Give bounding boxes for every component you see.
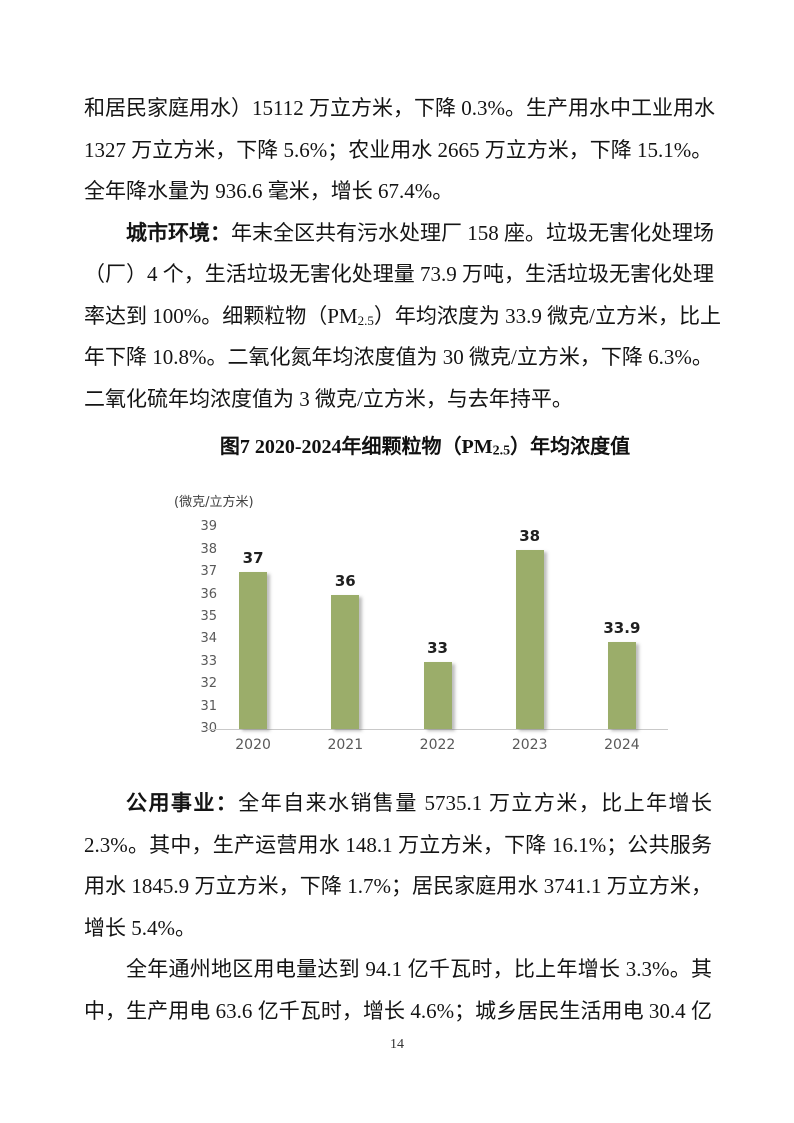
text-run: 2.5 (492, 443, 511, 459)
urban-environment-line-3: 率达到 100%。细颗粒物（PM2.5）年均浓度为 33.9 微克/立方米，比上 (84, 296, 721, 338)
bar-value-label-2023: 38 (519, 526, 541, 545)
text-run: 2.3%。其中，生产运营用水 148.1 万立方米，下降 16.1%；公共服务 (84, 832, 712, 857)
y-axis-tick-label-37: 37 (200, 564, 217, 580)
y-axis-tick-label-34: 34 (200, 631, 217, 647)
text-run: 城市环境： (126, 220, 231, 245)
text-run: 年下降 10.8%。二氧化氮年均浓度值为 30 微克/立方米，下降 6.3%。 (84, 345, 713, 369)
figure-title: 图7 2020-2024年细颗粒物（PM2.5）年均浓度值 (115, 430, 735, 460)
bar-value-label-2024: 33.9 (603, 618, 641, 637)
bar-2022 (423, 661, 452, 729)
x-axis-label-2022: 2022 (419, 737, 456, 753)
text-run: 用水 1845.9 万立方米，下降 1.7%；居民家庭用水 3741.1 万立方… (84, 874, 712, 898)
public-utilities-line-3: 用水 1845.9 万立方米，下降 1.7%；居民家庭用水 3741.1 万立方… (84, 866, 712, 908)
text-run: 1327 万立方米，下降 5.6%；农业用水 2665 万立方米，下降 15.1… (84, 137, 713, 162)
text-run: 全年自来水销售量 5735.1 万立方米，比上年增长 (238, 791, 713, 815)
text-run: 和居民家庭用水）15112 万立方米，下降 0.3%。生产用水中工业用水 (84, 96, 715, 120)
text-run: 二氧化硫年均浓度值为 3 微克/立方米，与去年持平。 (84, 386, 573, 411)
public-utilities-line-4: 增长 5.4%。 (84, 908, 712, 950)
x-axis-label-2020: 2020 (235, 737, 271, 753)
bar-2023 (515, 549, 544, 729)
page-number: 14 (390, 1037, 404, 1052)
text-run: 公用事业： (126, 791, 239, 815)
water-usage-line-3: 全年降水量为 936.6 毫米，增长 67.4%。 (84, 171, 712, 213)
chart-unit-label: (微克/立方米) (174, 495, 254, 510)
water-usage-line-1: 和居民家庭用水）15112 万立方米，下降 0.3%。生产用水中工业用水 (84, 88, 715, 130)
text-run: 年末全区共有污水处理厂 158 座。垃圾无害化处理场 (231, 220, 714, 245)
text-run: ）年均浓度为 33.9 微克/立方米，比上 (373, 303, 721, 328)
bar-2020 (239, 572, 268, 729)
text-run: （厂）4 个，生活垃圾无害化处理量 73.9 万吨，生活垃圾无害化处理 (84, 262, 714, 286)
x-axis-baseline (206, 729, 668, 730)
text-run: 图7 2020-2024年细颗粒物（PM (219, 436, 493, 458)
y-axis-tick-label-36: 36 (200, 586, 217, 602)
bar-2021 (331, 594, 360, 729)
x-axis-label-2024: 2024 (604, 737, 640, 753)
text-run: 全年降水量为 936.6 毫米，增长 67.4%。 (84, 179, 454, 203)
pm25-bar-chart: (微克/立方米) 30 31 32 33 34 35 36 37 38 39 37 2020 36 202… (160, 485, 720, 780)
y-axis-tick-label-38: 38 (200, 541, 217, 557)
public-utilities-line-2: 2.3%。其中，生产运营用水 148.1 万立方米，下降 16.1%；公共服务 (84, 825, 712, 867)
x-axis-label-2021: 2021 (327, 737, 364, 753)
electricity-line-1: 全年通州地区用电量达到 94.1 亿千瓦时，比上年增长 3.3%。其 (84, 949, 712, 991)
x-axis-label-2023: 2023 (511, 737, 548, 753)
bar-2024 (607, 641, 636, 729)
bar-value-label-2020: 37 (242, 549, 264, 568)
bar-value-label-2021: 36 (334, 571, 356, 590)
y-axis-tick-label-33: 33 (200, 653, 217, 669)
text-run: ）年均浓度值 (510, 436, 631, 458)
y-axis-tick-label-32: 32 (200, 676, 217, 692)
water-usage-line-2: 1327 万立方米，下降 5.6%；农业用水 2665 万立方米，下降 15.1… (84, 130, 712, 172)
y-axis-tick-label-39: 39 (200, 519, 217, 535)
y-axis-tick-label-31: 31 (200, 698, 217, 714)
urban-environment-line-4: 年下降 10.8%。二氧化氮年均浓度值为 30 微克/立方米，下降 6.3%。 (84, 337, 713, 379)
text-run: 2.5 (357, 312, 374, 328)
text-run: 增长 5.4%。 (84, 915, 196, 940)
body-text-block-top: 和居民家庭用水）15112 万立方米，下降 0.3%。生产用水中工业用水 1327… (84, 88, 721, 421)
y-axis-tick-label-35: 35 (200, 609, 217, 624)
bar-value-label-2022: 33 (427, 638, 448, 657)
text-run: 中，生产用电 63.6 亿千瓦时，增长 4.6%；城乡居民生活用电 30.4 亿 (84, 998, 712, 1023)
text-run: 率达到 100%。细颗粒物（PM (84, 303, 358, 328)
body-text-block-bottom: 公用事业：全年自来水销售量 5735.1 万立方米，比上年增长 2.3%。其中，生… (84, 783, 712, 1032)
urban-environment-line-5: 二氧化硫年均浓度值为 3 微克/立方米，与去年持平。 (84, 379, 712, 421)
public-utilities-line-1: 公用事业：全年自来水销售量 5735.1 万立方米，比上年增长 (84, 783, 712, 825)
electricity-line-2: 中，生产用电 63.6 亿千瓦时，增长 4.6%；城乡居民生活用电 30.4 亿 (84, 991, 712, 1033)
urban-environment-line-1: 城市环境：年末全区共有污水处理厂 158 座。垃圾无害化处理场 (84, 213, 714, 255)
text-run: 全年通州地区用电量达到 94.1 亿千瓦时，比上年增长 3.3%。其 (126, 957, 712, 981)
urban-environment-line-2: （厂）4 个，生活垃圾无害化处理量 73.9 万吨，生活垃圾无害化处理 (84, 254, 714, 296)
y-axis-tick-label-30: 30 (200, 721, 217, 736)
